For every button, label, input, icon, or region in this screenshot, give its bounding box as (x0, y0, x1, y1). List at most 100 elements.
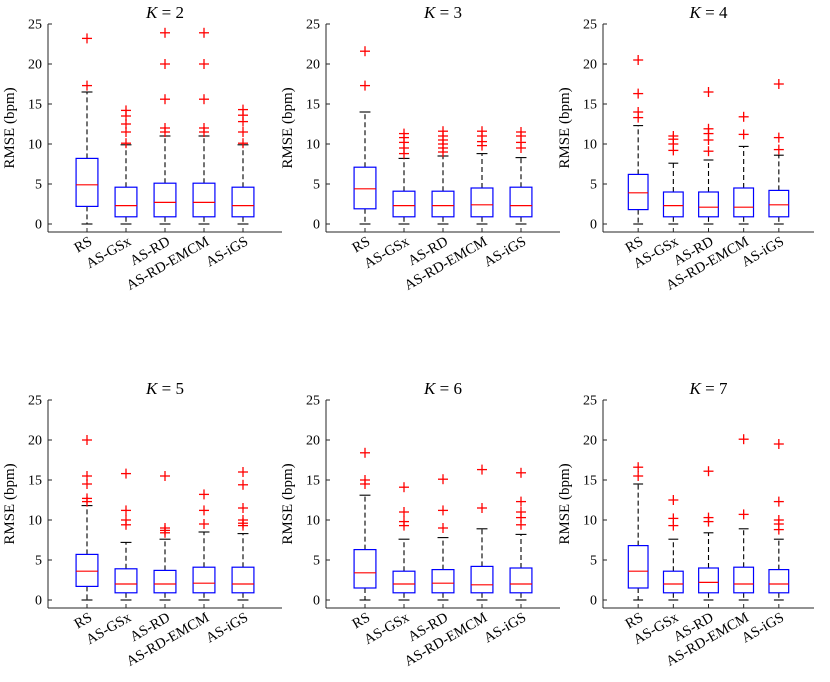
outlier-marker (238, 503, 248, 513)
iqr-box (392, 570, 416, 594)
outlier-marker (438, 523, 448, 533)
x-tick-label: AS-iGS (203, 610, 251, 647)
outlier-marker (773, 515, 784, 525)
y-tick-label: 25 (583, 18, 597, 33)
outlier-marker (633, 55, 644, 65)
outlier-marker (199, 519, 209, 529)
y-axis-label: RMSE (bpm) (280, 87, 296, 168)
y-tick-label: 5 (590, 554, 597, 569)
iqr-box (114, 568, 138, 594)
y-axis-label: RMSE (bpm) (557, 463, 573, 544)
boxplot-as-igs: AS-iGS (481, 467, 533, 647)
y-axis-label: RMSE (bpm) (2, 87, 18, 168)
outlier-marker (160, 94, 170, 105)
iqr-box (192, 182, 216, 218)
outlier-marker (82, 435, 92, 445)
outlier-marker (199, 94, 209, 105)
boxplot-rs: RS (623, 55, 649, 256)
x-tick-label: AS-iGS (203, 234, 251, 271)
y-tick-label: 10 (306, 138, 320, 153)
y-tick-label: 20 (306, 434, 320, 449)
iqr-box (75, 157, 99, 207)
x-tick-label: AS-iGS (481, 610, 529, 647)
boxplot-rs: RS (350, 447, 377, 633)
iqr-box (192, 566, 216, 594)
y-tick-label: 15 (583, 98, 597, 113)
outlier-marker (516, 127, 526, 137)
outlier-marker (773, 439, 784, 449)
x-tick-label: RS (350, 610, 373, 633)
outlier-marker (738, 434, 749, 445)
outlier-marker (703, 87, 714, 97)
outlier-marker (703, 123, 714, 134)
y-axis-label: RMSE (bpm) (557, 87, 573, 168)
chart-title-variable: K (423, 3, 437, 22)
outlier-marker (360, 80, 370, 91)
outlier-marker (477, 464, 487, 475)
outlier-marker (668, 495, 679, 505)
iqr-box (470, 187, 494, 218)
chart-title: K = 6 (423, 379, 462, 398)
boxplot-rs: RS (623, 462, 649, 632)
y-tick-label: 0 (590, 218, 597, 233)
y-tick-label: 10 (28, 514, 42, 529)
outlier-marker (160, 27, 170, 38)
y-tick-label: 15 (306, 98, 320, 113)
y-tick-label: 25 (306, 18, 320, 33)
outlier-marker (477, 126, 487, 137)
iqr-box (627, 173, 649, 211)
outlier-marker (199, 27, 209, 38)
chart-title-value: = 7 (701, 379, 728, 398)
y-tick-label: 15 (583, 474, 597, 489)
outlier-marker (82, 80, 92, 91)
chart-title-variable: K (145, 3, 159, 22)
outlier-marker (360, 447, 370, 458)
outlier-marker (238, 515, 248, 525)
y-tick-label: 20 (28, 434, 42, 449)
iqr-box (662, 570, 684, 594)
y-tick-label: 25 (306, 394, 320, 409)
outlier-marker (82, 33, 92, 44)
outlier-marker (360, 475, 370, 485)
chart-title-value: = 4 (701, 3, 728, 22)
y-axis-label: RMSE (bpm) (2, 463, 18, 544)
outlier-marker (399, 482, 409, 493)
chart-title-variable: K (689, 3, 703, 22)
y-tick-label: 25 (28, 394, 42, 409)
boxplot-rs: RS (72, 33, 99, 256)
outlier-marker (438, 126, 448, 137)
iqr-box (75, 553, 99, 588)
outlier-marker (773, 496, 784, 507)
x-tick-label: AS-GSx (83, 233, 134, 272)
y-tick-label: 20 (306, 58, 320, 73)
y-tick-label: 10 (583, 138, 597, 153)
chart-title-variable: K (145, 379, 159, 398)
iqr-box (231, 186, 255, 218)
chart-title-variable: K (689, 379, 703, 398)
outlier-marker (399, 507, 409, 517)
outlier-marker (121, 138, 131, 149)
y-tick-label: 0 (313, 594, 320, 609)
outlier-marker (238, 138, 248, 149)
outlier-marker (199, 489, 209, 500)
iqr-box (698, 567, 719, 594)
outlier-marker (399, 516, 409, 527)
y-tick-label: 0 (35, 218, 42, 233)
iqr-box (768, 568, 790, 594)
iqr-box (733, 187, 755, 218)
x-tick-label: RS (350, 234, 373, 257)
outlier-marker (399, 128, 409, 139)
outlier-marker (438, 505, 448, 516)
outlier-marker (160, 123, 170, 133)
outlier-marker (738, 509, 749, 520)
iqr-box (231, 566, 255, 594)
outlier-marker (160, 59, 170, 69)
chart-title: K = 2 (145, 3, 184, 22)
x-tick-label: RS (72, 610, 95, 633)
y-tick-label: 20 (28, 58, 42, 73)
outlier-marker (773, 132, 784, 143)
boxplot-as-rd: AS-RD (127, 27, 177, 269)
